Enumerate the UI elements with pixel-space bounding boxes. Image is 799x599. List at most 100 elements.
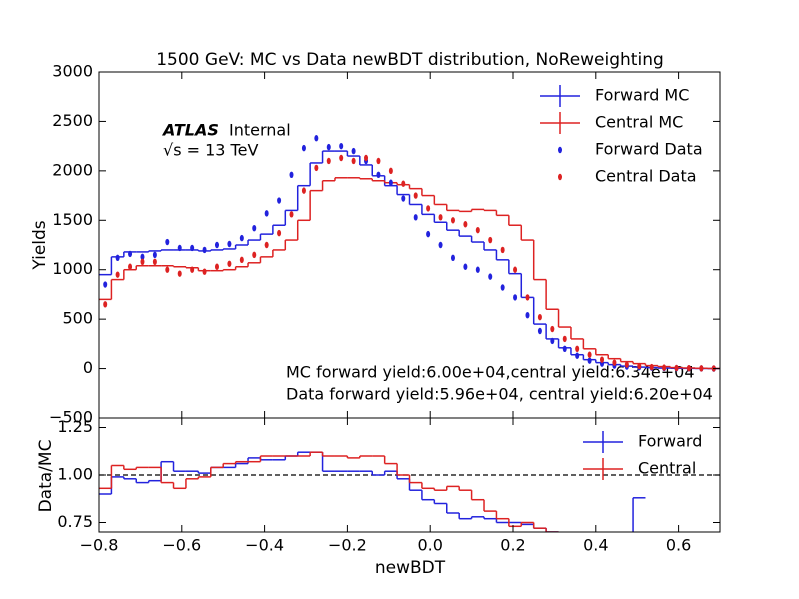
x-tick-label: 0.6 — [666, 536, 691, 555]
data-point — [301, 144, 306, 152]
legend-label: Central — [638, 459, 696, 478]
data-point — [699, 365, 704, 372]
legend-label: Forward MC — [595, 86, 689, 105]
data-point — [128, 250, 133, 258]
data-point — [401, 195, 406, 202]
y-tick-label: 0 — [83, 358, 93, 377]
data-point — [637, 362, 642, 370]
data-point — [550, 337, 555, 345]
data-point — [190, 266, 195, 273]
data-point — [289, 171, 294, 179]
data-point — [488, 236, 493, 244]
data-point — [562, 335, 567, 343]
y-axis-label: Data/MC — [36, 440, 56, 513]
atlas-label: ATLAS — [161, 121, 219, 140]
data-point — [624, 361, 629, 368]
data-point — [152, 251, 157, 259]
data-point — [388, 179, 393, 186]
data-point — [463, 221, 468, 228]
y-axis-label: Yields — [30, 220, 50, 270]
data-point — [227, 260, 232, 267]
x-tick-label: 0.4 — [583, 536, 608, 555]
data-point — [364, 154, 369, 162]
legend-label: Forward — [638, 432, 702, 451]
x-tick-label: −0.4 — [245, 536, 284, 555]
data-point — [500, 246, 505, 254]
data-point — [264, 241, 269, 249]
y-tick-label: 500 — [62, 309, 93, 328]
data-point — [550, 325, 555, 333]
data-point — [475, 226, 480, 234]
data-point — [351, 147, 356, 155]
data-point — [301, 187, 306, 194]
data-point — [413, 192, 418, 199]
chart-title: 1500 GeV: MC vs Data newBDT distribution… — [156, 50, 664, 70]
data-point — [128, 263, 133, 270]
data-point — [438, 214, 443, 221]
data-point — [152, 258, 157, 266]
x-tick-label: −0.2 — [328, 536, 367, 555]
data-point — [214, 263, 219, 270]
data-point — [562, 345, 567, 352]
y-tick-label: 3000 — [52, 62, 93, 81]
data-point — [662, 364, 667, 371]
data-point — [513, 294, 518, 301]
legend-swatch — [558, 173, 562, 181]
y-tick-label: 1.25 — [57, 417, 93, 436]
data-point — [587, 351, 592, 358]
data-point — [686, 364, 691, 372]
legend-label: Forward Data — [595, 140, 703, 159]
x-tick-label: −0.6 — [162, 536, 201, 555]
data-point — [177, 270, 182, 277]
data-point — [587, 357, 592, 364]
annotation: Data forward yield:5.96e+04, central yie… — [286, 385, 713, 404]
ratio-area — [99, 451, 720, 532]
y-tick-label: 2000 — [52, 160, 93, 179]
data-point — [326, 143, 331, 151]
x-axis-label: newBDT — [375, 558, 446, 578]
data-point — [227, 240, 232, 248]
data-point — [450, 254, 455, 262]
data-point — [575, 352, 580, 359]
y-tick-label: −500 — [49, 408, 93, 427]
data-point — [376, 171, 381, 179]
data-point — [401, 180, 406, 187]
data-point — [426, 205, 431, 212]
data-point — [140, 253, 145, 261]
data-point — [463, 263, 468, 270]
data-point — [413, 214, 418, 221]
data-point — [376, 157, 381, 165]
data-point — [239, 256, 244, 264]
data-point — [214, 241, 219, 249]
data-point — [513, 266, 518, 273]
data-point — [264, 210, 269, 217]
data-point — [438, 241, 443, 249]
data-point — [339, 154, 344, 162]
data-point — [450, 217, 455, 224]
data-point — [525, 311, 530, 319]
y-tick-label: 0.75 — [57, 512, 93, 531]
data-point — [649, 363, 654, 371]
data-point — [674, 364, 679, 372]
y-tick-label: 1000 — [52, 259, 93, 278]
x-tick-label: 0.0 — [417, 536, 442, 555]
data-point — [326, 157, 331, 165]
legend-swatch — [558, 146, 562, 154]
legend-label: Central Data — [595, 167, 697, 186]
y-tick-label: 1.00 — [57, 465, 93, 484]
data-point — [202, 268, 207, 275]
data-point — [388, 167, 393, 175]
data-point — [239, 234, 244, 242]
data-point — [339, 142, 344, 150]
data-point — [115, 271, 120, 278]
data-point — [277, 229, 282, 237]
x-tick-label: 0.2 — [500, 536, 525, 555]
data-point — [612, 359, 617, 366]
energy-label: √s = 13 TeV — [163, 141, 258, 160]
data-point — [600, 356, 605, 363]
data-point — [202, 246, 207, 254]
legend-label: Central MC — [595, 113, 683, 132]
data-point — [488, 273, 493, 280]
data-point — [500, 284, 505, 291]
